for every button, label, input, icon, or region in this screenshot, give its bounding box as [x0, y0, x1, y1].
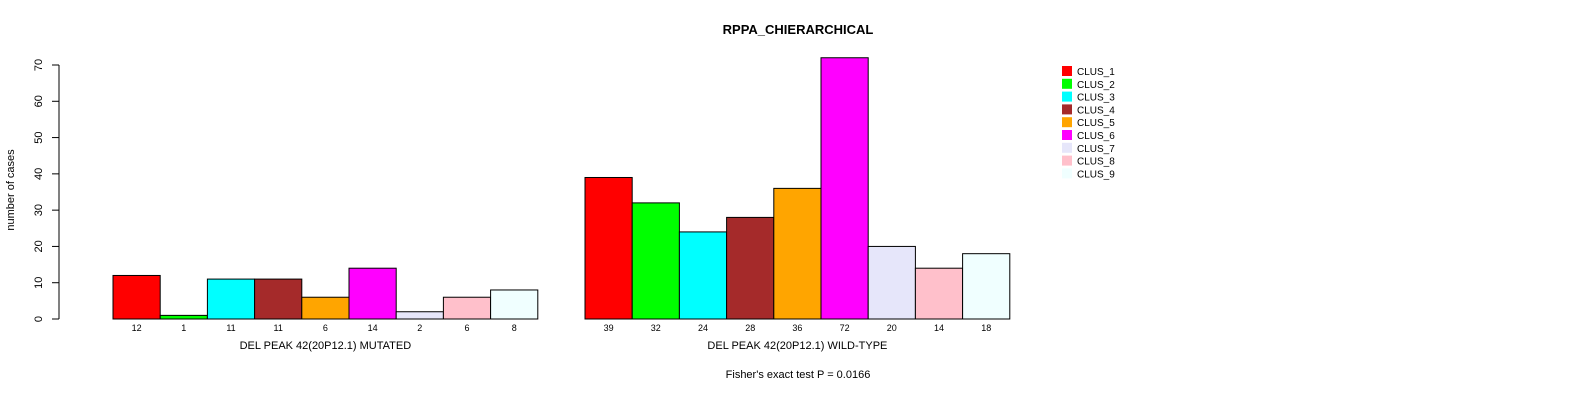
legend-swatch — [1062, 104, 1072, 115]
legend-swatch — [1062, 142, 1072, 153]
chart-title: RPPA_CHIERARCHICAL — [723, 22, 874, 37]
legend-label: CLUS_7 — [1077, 144, 1115, 155]
bar-count-label: 20 — [887, 323, 897, 333]
y-tick-label: 10 — [33, 277, 45, 289]
legend-swatch — [1062, 66, 1072, 76]
fisher-test-note: Fisher's exact test P = 0.0166 — [726, 369, 871, 381]
bar-count-label: 32 — [651, 323, 661, 333]
bar-count-label: 39 — [604, 323, 614, 333]
bar-count-label: 12 — [132, 323, 142, 333]
bar-count-label: 24 — [698, 323, 708, 333]
bar-count-label: 6 — [323, 323, 328, 333]
legend-swatch — [1062, 155, 1072, 166]
bar-clus_5 — [301, 296, 350, 320]
bar-clus_9 — [962, 253, 1011, 320]
legend-label: CLUS_8 — [1077, 157, 1115, 168]
legend-label: CLUS_5 — [1077, 118, 1115, 129]
bar-clus_5 — [773, 187, 822, 320]
bar-count-label: 28 — [745, 323, 755, 333]
legend-swatch — [1062, 78, 1072, 89]
legend-label: CLUS_4 — [1077, 105, 1115, 116]
bar-clus_8 — [442, 296, 492, 320]
bar-count-label: 6 — [464, 323, 469, 333]
bar-count-label: 8 — [512, 323, 517, 333]
bar-count-label: 1 — [181, 323, 186, 333]
bar-count-label: 2 — [417, 323, 422, 333]
bar-clus_2 — [631, 202, 680, 320]
legend-swatch — [1062, 168, 1072, 179]
bar-count-label: 11 — [226, 323, 235, 333]
y-axis: 0 10 20 30 40 50 60 70 — [33, 59, 60, 322]
legend-label: CLUS_3 — [1077, 93, 1115, 104]
bar-clus_2 — [159, 314, 208, 320]
y-tick-label: 20 — [33, 240, 45, 252]
y-tick-label: 50 — [33, 131, 45, 143]
y-tick-label: 40 — [33, 168, 45, 180]
bar-clus_3 — [206, 278, 256, 320]
group-label: DEL PEAK 42(20P12.1) WILD-TYPE — [707, 340, 887, 352]
bar-count-label: 14 — [934, 323, 944, 333]
bar-clus_9 — [490, 289, 539, 320]
y-axis-label: number of cases — [5, 149, 17, 231]
bar-clus_1 — [584, 176, 633, 320]
legend-swatch — [1062, 117, 1072, 128]
legend-swatch — [1062, 91, 1072, 102]
bar-count-label: 11 — [274, 323, 283, 333]
bar-clus_7 — [867, 245, 916, 320]
y-tick-label: 70 — [33, 59, 45, 71]
group-label: DEL PEAK 42(20P12.1) MUTATED — [240, 340, 412, 352]
bar-clus_4 — [254, 278, 303, 320]
bar-clus_7 — [395, 311, 444, 320]
y-tick-label: 0 — [33, 316, 45, 322]
bar-clus_6 — [348, 267, 397, 320]
y-tick-label: 30 — [33, 204, 45, 216]
legend-swatch — [1062, 130, 1072, 140]
bars — [112, 57, 1011, 320]
bar-clus_8 — [914, 267, 964, 320]
bar-count-label: 72 — [840, 323, 850, 333]
bar-clus_6 — [820, 57, 869, 320]
legend-label: CLUS_2 — [1077, 80, 1115, 91]
bar-count-label: 14 — [368, 323, 378, 333]
legend-label: CLUS_6 — [1077, 131, 1115, 142]
y-tick-label: 60 — [33, 95, 45, 107]
legend-label: CLUS_1 — [1077, 67, 1115, 78]
bar-count-label: 18 — [981, 323, 991, 333]
bar-clus_3 — [678, 231, 728, 320]
bar-clus_4 — [726, 216, 775, 320]
legend-label: CLUS_9 — [1077, 169, 1115, 180]
bar-clus_1 — [112, 274, 161, 320]
bar-count-label: 36 — [792, 323, 802, 333]
